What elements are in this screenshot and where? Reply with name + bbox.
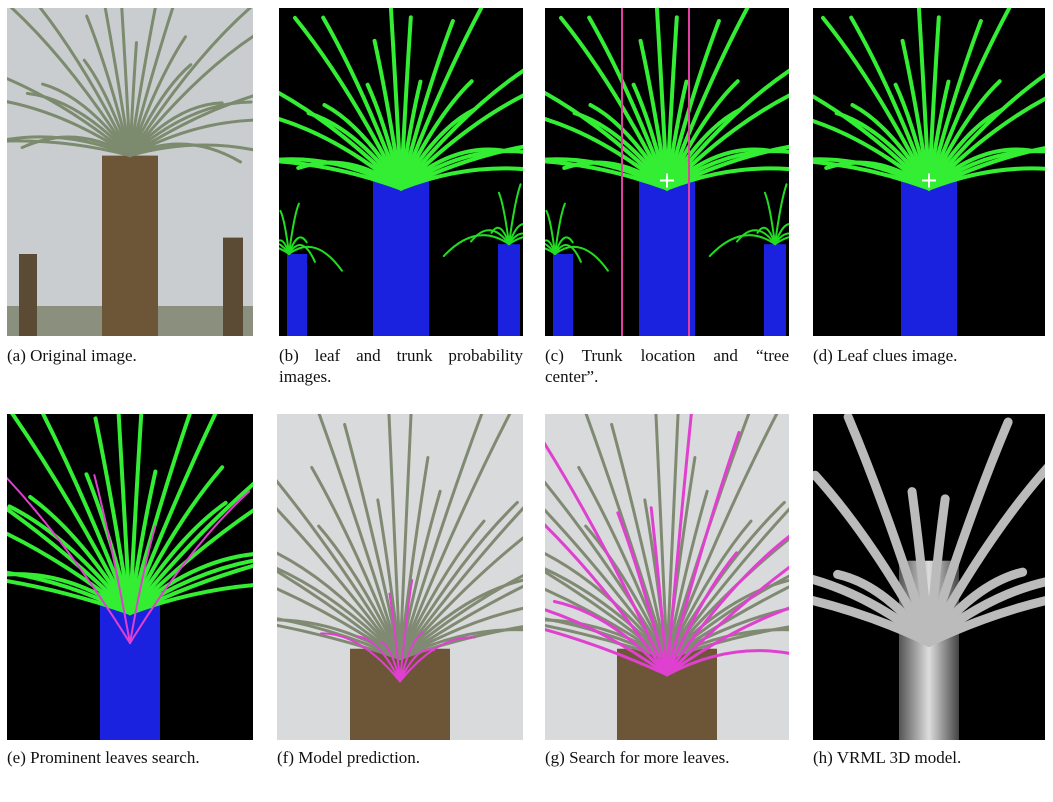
trunk [373, 179, 429, 336]
trunk [100, 603, 160, 740]
trunk [639, 179, 695, 336]
caption: (d) Leaf clues image. [813, 345, 1045, 366]
caption: (a) Original image. [7, 345, 253, 366]
panel-image [813, 414, 1045, 740]
trunk [553, 254, 573, 336]
trunk [498, 244, 520, 336]
trunk [19, 254, 37, 336]
trunk [287, 254, 307, 336]
trunk [223, 238, 243, 336]
panel-image [545, 8, 789, 336]
panel-image [813, 8, 1045, 336]
trunk [764, 244, 786, 336]
caption: (h) VRML 3D model. [813, 747, 1045, 768]
panel-image [545, 414, 789, 740]
caption: (b) leaf and trunk probability images. [279, 345, 523, 387]
trunk [102, 156, 158, 336]
panel-image [7, 8, 253, 336]
caption: (g) Search for more leaves. [545, 747, 789, 768]
caption: (c) Trunk location and “tree center”. [545, 345, 789, 387]
trunk [901, 179, 957, 336]
trunk [350, 649, 450, 740]
panel-image [279, 8, 523, 336]
panel-image [277, 414, 523, 740]
panel-image [7, 414, 253, 740]
caption: (f) Model prediction. [277, 747, 523, 768]
figure: (a) Original image. (b) leaf and trunk pr… [0, 0, 1053, 802]
caption: (e) Prominent leaves search. [7, 747, 253, 768]
